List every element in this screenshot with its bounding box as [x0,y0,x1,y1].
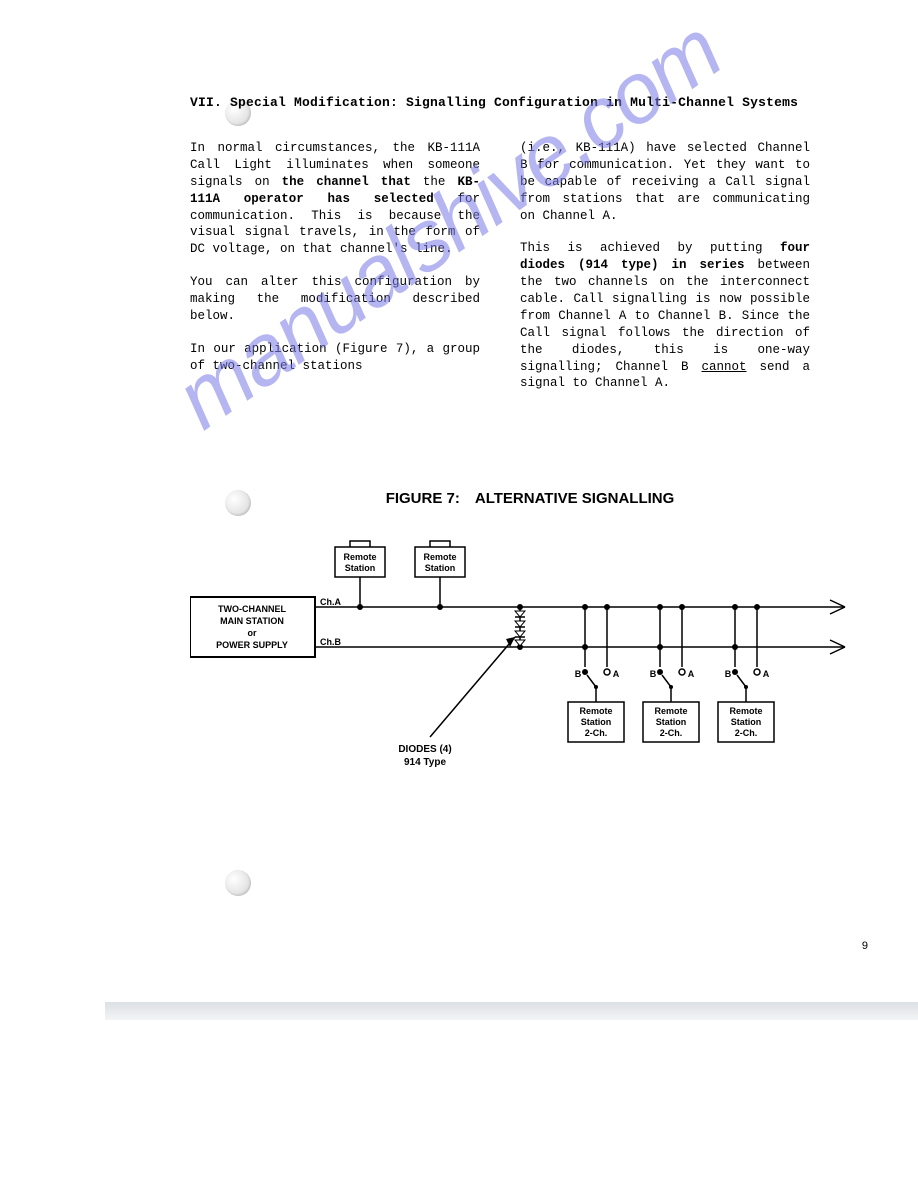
svg-text:POWER SUPPLY: POWER SUPPLY [216,640,288,650]
svg-text:B: B [725,669,732,679]
text: between the two channels on the intercon… [520,258,810,373]
figure-title: FIGURE 7: ALTERNATIVE SIGNALLING [190,490,870,507]
svg-text:Remote: Remote [423,552,456,562]
text: This is achieved by putting [520,241,780,255]
para: You can alter this configuration by maki… [190,274,480,325]
svg-text:B: B [650,669,657,679]
figure-diagram: TWO-CHANNEL MAIN STATION or POWER SUPPLY… [190,527,870,787]
para: (i.e., KB-111A) have selected Channel B … [520,140,810,224]
content-area: VII. Special Modification: Signalling Co… [190,95,840,408]
svg-text:2-Ch.: 2-Ch. [585,728,608,738]
svg-text:914 Type: 914 Type [404,757,446,768]
svg-text:Remote: Remote [343,552,376,562]
text-bold: the channel that [282,175,411,189]
svg-text:Station: Station [656,717,687,727]
page: VII. Special Modification: Signalling Co… [105,0,918,1020]
svg-text:or: or [248,628,257,638]
svg-text:Remote: Remote [654,706,687,716]
svg-text:A: A [613,669,620,679]
svg-text:A: A [688,669,695,679]
svg-text:DIODES (4): DIODES (4) [398,744,451,755]
column-right: (i.e., KB-111A) have selected Channel B … [520,140,810,408]
svg-text:2-Ch.: 2-Ch. [735,728,758,738]
svg-text:Station: Station [345,563,376,573]
svg-text:B: B [575,669,582,679]
para: This is achieved by putting four diodes … [520,240,810,392]
svg-text:Ch.B: Ch.B [320,637,341,647]
svg-text:2-Ch.: 2-Ch. [660,728,683,738]
svg-text:Remote: Remote [729,706,762,716]
svg-text:MAIN STATION: MAIN STATION [220,616,284,626]
text: the [411,175,458,189]
text-columns: In normal circumstances, the KB-111A Cal… [190,140,840,408]
para: In our application (Figure 7), a group o… [190,341,480,375]
svg-text:A: A [763,669,770,679]
svg-text:Remote: Remote [579,706,612,716]
column-left: In normal circumstances, the KB-111A Cal… [190,140,480,408]
text-underline: cannot [702,360,747,374]
svg-text:Station: Station [581,717,612,727]
page-number: 9 [862,940,868,952]
svg-text:Station: Station [425,563,456,573]
svg-text:TWO-CHANNEL: TWO-CHANNEL [218,604,286,614]
punch-hole-icon [225,870,251,896]
scan-edge [105,1002,918,1020]
section-heading: VII. Special Modification: Signalling Co… [190,95,840,110]
diodes-icon [515,604,525,650]
svg-text:Ch.A: Ch.A [320,597,341,607]
figure-7: FIGURE 7: ALTERNATIVE SIGNALLING TWO-CHA… [190,490,870,792]
svg-text:Station: Station [731,717,762,727]
para: In normal circumstances, the KB-111A Cal… [190,140,480,258]
